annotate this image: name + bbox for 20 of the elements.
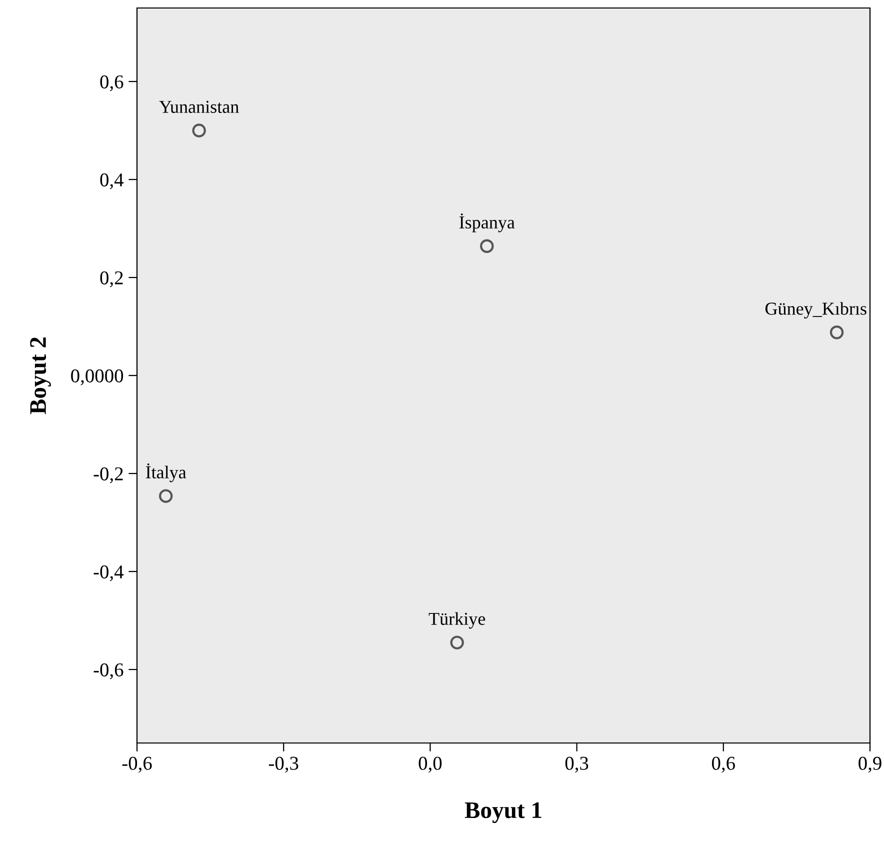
annotation: İspanya bbox=[459, 214, 515, 232]
x-axis-title: Boyut 1 bbox=[464, 802, 542, 824]
x-tick-label: -0,6 bbox=[122, 756, 152, 773]
y-tick-label: -0,6 bbox=[94, 663, 124, 680]
y-tick-label: -0,2 bbox=[94, 467, 123, 484]
annotation: Yunanistan bbox=[159, 100, 239, 113]
annotation: Güney_Kıbrıs bbox=[765, 302, 866, 318]
y-axis-title: Boyut 2 bbox=[30, 337, 51, 414]
x-tick-label: 0,9 bbox=[858, 756, 882, 773]
x-tick-label: 0,6 bbox=[712, 756, 735, 773]
x-tick-label: -0,3 bbox=[268, 756, 298, 773]
y-tick-label: 0,0000 bbox=[71, 369, 124, 386]
y-tick-label: -0,4 bbox=[94, 565, 124, 582]
annotation: Türkiye bbox=[428, 612, 486, 629]
y-tick-label: 0,4 bbox=[100, 173, 124, 190]
y-tick-label: 0,2 bbox=[100, 271, 123, 288]
y-tick-label: 0,6 bbox=[100, 75, 124, 92]
x-tick-label: 0,3 bbox=[565, 756, 588, 773]
x-tick-label: 0,0 bbox=[418, 756, 442, 773]
annotation: İtalya bbox=[146, 463, 186, 482]
